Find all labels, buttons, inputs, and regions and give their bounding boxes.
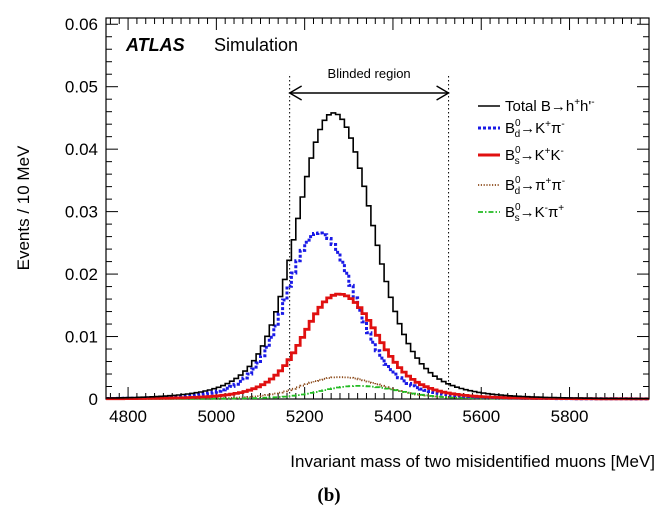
y-tick-label: 0.05 — [65, 78, 98, 97]
legend-label-bd-pipi: B0 d→π+π- — [505, 175, 565, 197]
series-line — [106, 376, 649, 400]
experiment-label: ATLAS — [125, 35, 185, 55]
series-layer — [106, 112, 649, 401]
blinded-region-arrowhead-right — [436, 85, 450, 101]
series-line — [106, 292, 649, 401]
x-axis-title: Invariant mass of two misidentified muon… — [290, 452, 655, 471]
x-tick-label: 5800 — [551, 407, 589, 426]
y-axis-title: Events / 10 MeV — [14, 145, 33, 270]
legend-item-bs-kpi: B0 s→K-π+ — [478, 202, 564, 224]
x-tick-label: 5000 — [197, 407, 235, 426]
x-tick-label: 5200 — [286, 407, 324, 426]
legend-label-total: Total B→h+h'- — [505, 97, 595, 115]
legend-label-bs-kpi: B0 s→K-π+ — [505, 202, 564, 224]
blinded-region-label: Blinded region — [328, 66, 411, 81]
plot-frame — [105, 17, 650, 400]
legend-item-total: Total B→h+h'- — [478, 97, 595, 115]
y-tick-label: 0.02 — [65, 265, 98, 284]
legend-label-bd-kpi: B0 d→K+π- — [505, 118, 565, 140]
x-tick-label: 5600 — [462, 407, 500, 426]
blinded-region: Blinded region — [288, 66, 450, 399]
legend-item-bd-pipi: B0 d→π+π- — [478, 175, 565, 197]
y-tick-label: 0.03 — [65, 203, 98, 222]
panel-label: (b) — [317, 485, 340, 506]
y-tick-label: 0.01 — [65, 328, 98, 347]
legend: Total B→h+h'- B0 d→K+π- B0 s→K+K- B0 d→π+π-… — [478, 97, 595, 224]
y-tick-label: 0.04 — [65, 140, 98, 159]
y-tick-label: 0.06 — [65, 15, 98, 34]
legend-label-bs-kk: B0 s→K+K- — [505, 145, 564, 167]
y-axis: 0 0.01 0.02 0.03 0.04 0.05 0.06 — [65, 15, 649, 409]
x-tick-label: 4800 — [109, 407, 147, 426]
experiment-note: Simulation — [214, 35, 298, 55]
legend-item-bd-kpi: B0 d→K+π- — [478, 118, 565, 140]
legend-item-bs-kk: B0 s→K+K- — [478, 145, 564, 167]
series-line — [106, 112, 649, 400]
x-tick-label: 5400 — [374, 407, 412, 426]
blinded-region-arrowhead-left — [288, 85, 303, 101]
y-tick-label: 0 — [89, 390, 98, 409]
series-line — [106, 231, 649, 401]
